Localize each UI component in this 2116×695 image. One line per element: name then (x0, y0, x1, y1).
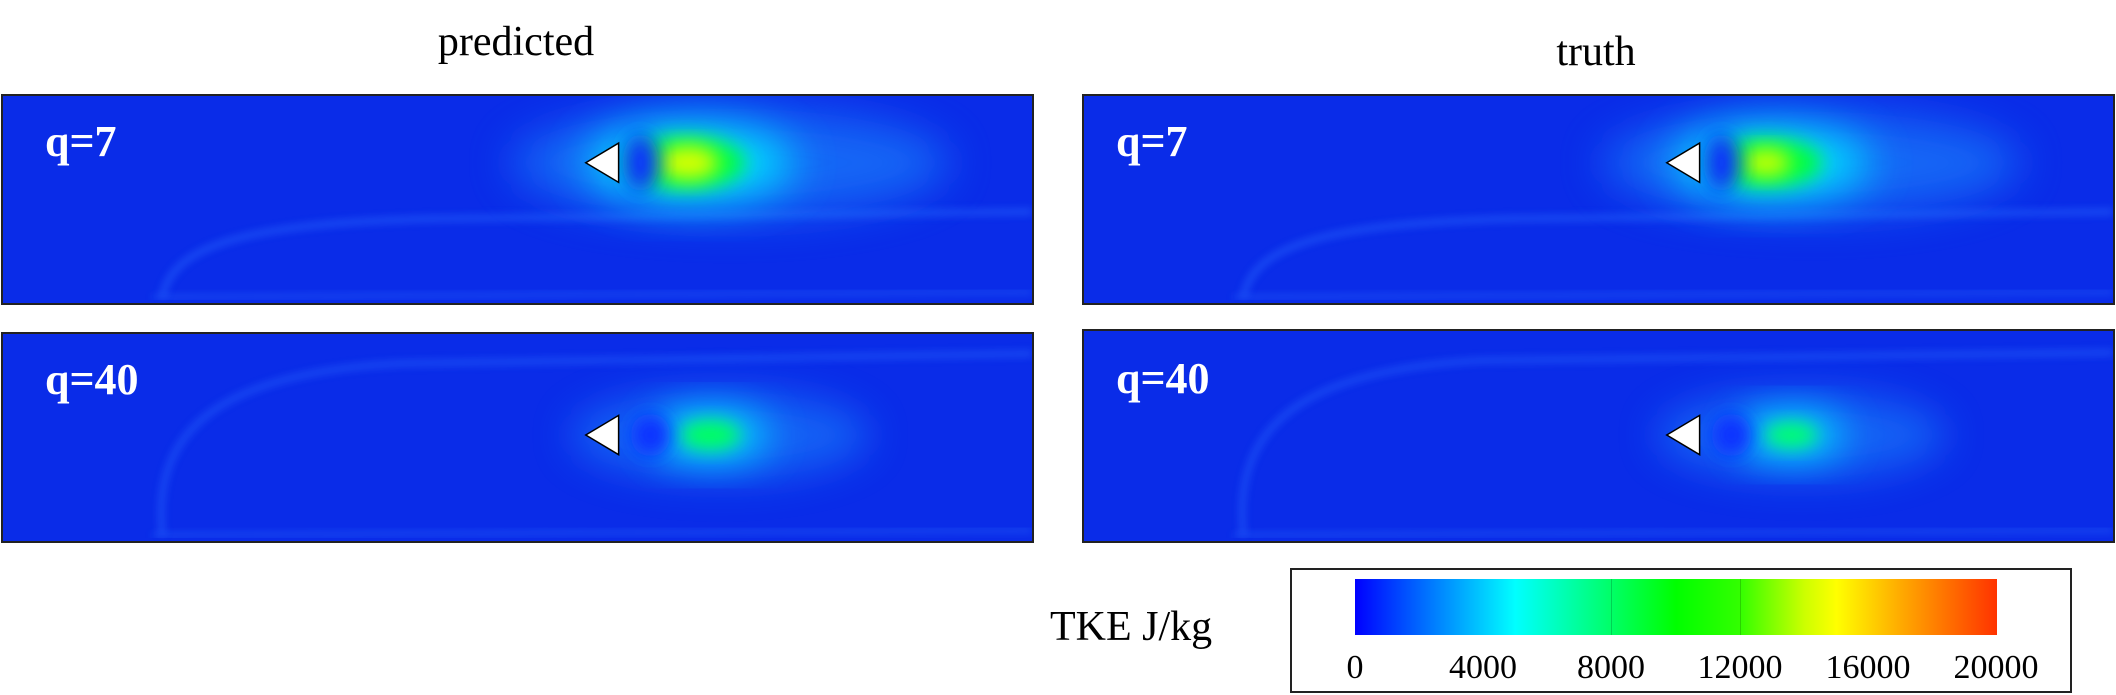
q-label: q=40 (45, 355, 139, 404)
q-label: q=7 (1116, 117, 1188, 166)
colorbar-frame (1290, 568, 2072, 693)
predicted-title: predicted (437, 19, 595, 65)
predicted-q40-field (3, 334, 1032, 541)
body-shape (584, 414, 620, 456)
colorbar-label: TKE J/kg (1050, 604, 1213, 650)
truth-q40-field (1084, 331, 2113, 541)
truth-title: truth (1556, 29, 1636, 75)
colorbar-tick: 8000 (1577, 649, 1645, 686)
colorbar-divider (1611, 579, 1612, 635)
predicted-q40-panel: q=40 (1, 332, 1034, 543)
colorbar-tick: 0 (1346, 649, 1364, 686)
q-label: q=7 (45, 117, 117, 166)
colorbar-gradient (1355, 579, 1997, 635)
body-shape (584, 141, 620, 184)
body-shape (1665, 141, 1701, 184)
colorbar-divider (1740, 579, 1741, 635)
truth-q7-panel: q=7 (1082, 94, 2115, 305)
q-label: q=40 (1116, 354, 1210, 403)
body-shape (1665, 414, 1701, 456)
colorbar-tick: 20000 (1953, 649, 2039, 686)
truth-q40-panel: q=40 (1082, 329, 2115, 543)
colorbar-tick: 16000 (1825, 649, 1911, 686)
predicted-q7-field (3, 96, 1032, 303)
colorbar-tick: 12000 (1697, 649, 1783, 686)
predicted-q7-panel: q=7 (1, 94, 1034, 305)
truth-q7-field (1084, 96, 2113, 303)
colorbar-tick: 4000 (1449, 649, 1517, 686)
